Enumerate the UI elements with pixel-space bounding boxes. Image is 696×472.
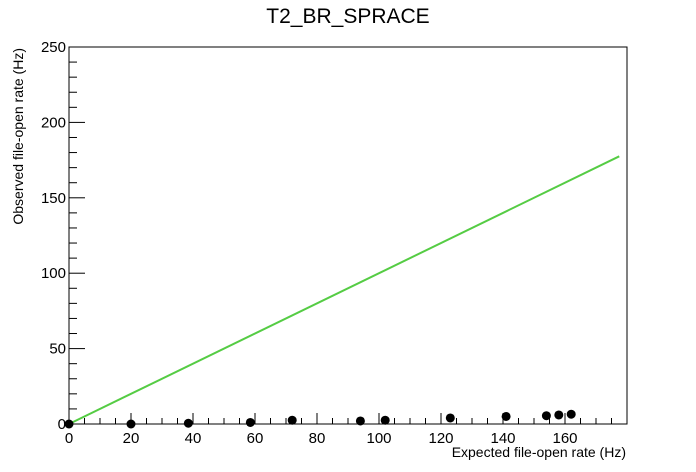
x-tick-label: 120 <box>428 430 453 447</box>
x-tick-label: 140 <box>490 430 515 447</box>
axis-tick-labels: 0 20 40 60 80 100 120 140 160 0 50 100 150 200 250 <box>41 39 578 447</box>
chart-title: T2_BR_SPRACE <box>266 5 429 28</box>
y-tick-label: 100 <box>41 265 66 282</box>
data-point <box>126 419 136 429</box>
data-point <box>445 413 455 423</box>
x-axis-label: Expected file-open rate (Hz) <box>452 444 626 460</box>
data-point <box>287 415 297 425</box>
y-tick-label: 250 <box>41 39 66 56</box>
y-tick-label: 200 <box>41 114 66 131</box>
reference-line <box>68 155 620 425</box>
y-tick-label: 0 <box>58 416 66 433</box>
x-tick-label: 80 <box>309 430 326 447</box>
data-point <box>566 409 576 419</box>
data-point <box>245 417 255 427</box>
data-points <box>64 409 576 429</box>
axis-ticks <box>68 46 612 425</box>
data-point <box>64 419 74 429</box>
data-point <box>501 411 511 421</box>
x-tick-label: 160 <box>552 430 577 447</box>
data-point <box>355 416 365 426</box>
x-tick-label: 0 <box>65 430 73 447</box>
data-point <box>183 418 193 428</box>
x-tick-label: 20 <box>123 430 140 447</box>
y-axis-label: Observed file-open rate (Hz) <box>10 48 26 225</box>
y-tick-label: 50 <box>49 341 66 358</box>
x-tick-label: 40 <box>185 430 202 447</box>
data-point <box>554 410 564 420</box>
y-tick-label: 150 <box>41 190 66 207</box>
x-tick-label: 60 <box>247 430 264 447</box>
data-point <box>380 415 390 425</box>
data-point <box>541 411 551 421</box>
x-tick-label: 100 <box>366 430 391 447</box>
